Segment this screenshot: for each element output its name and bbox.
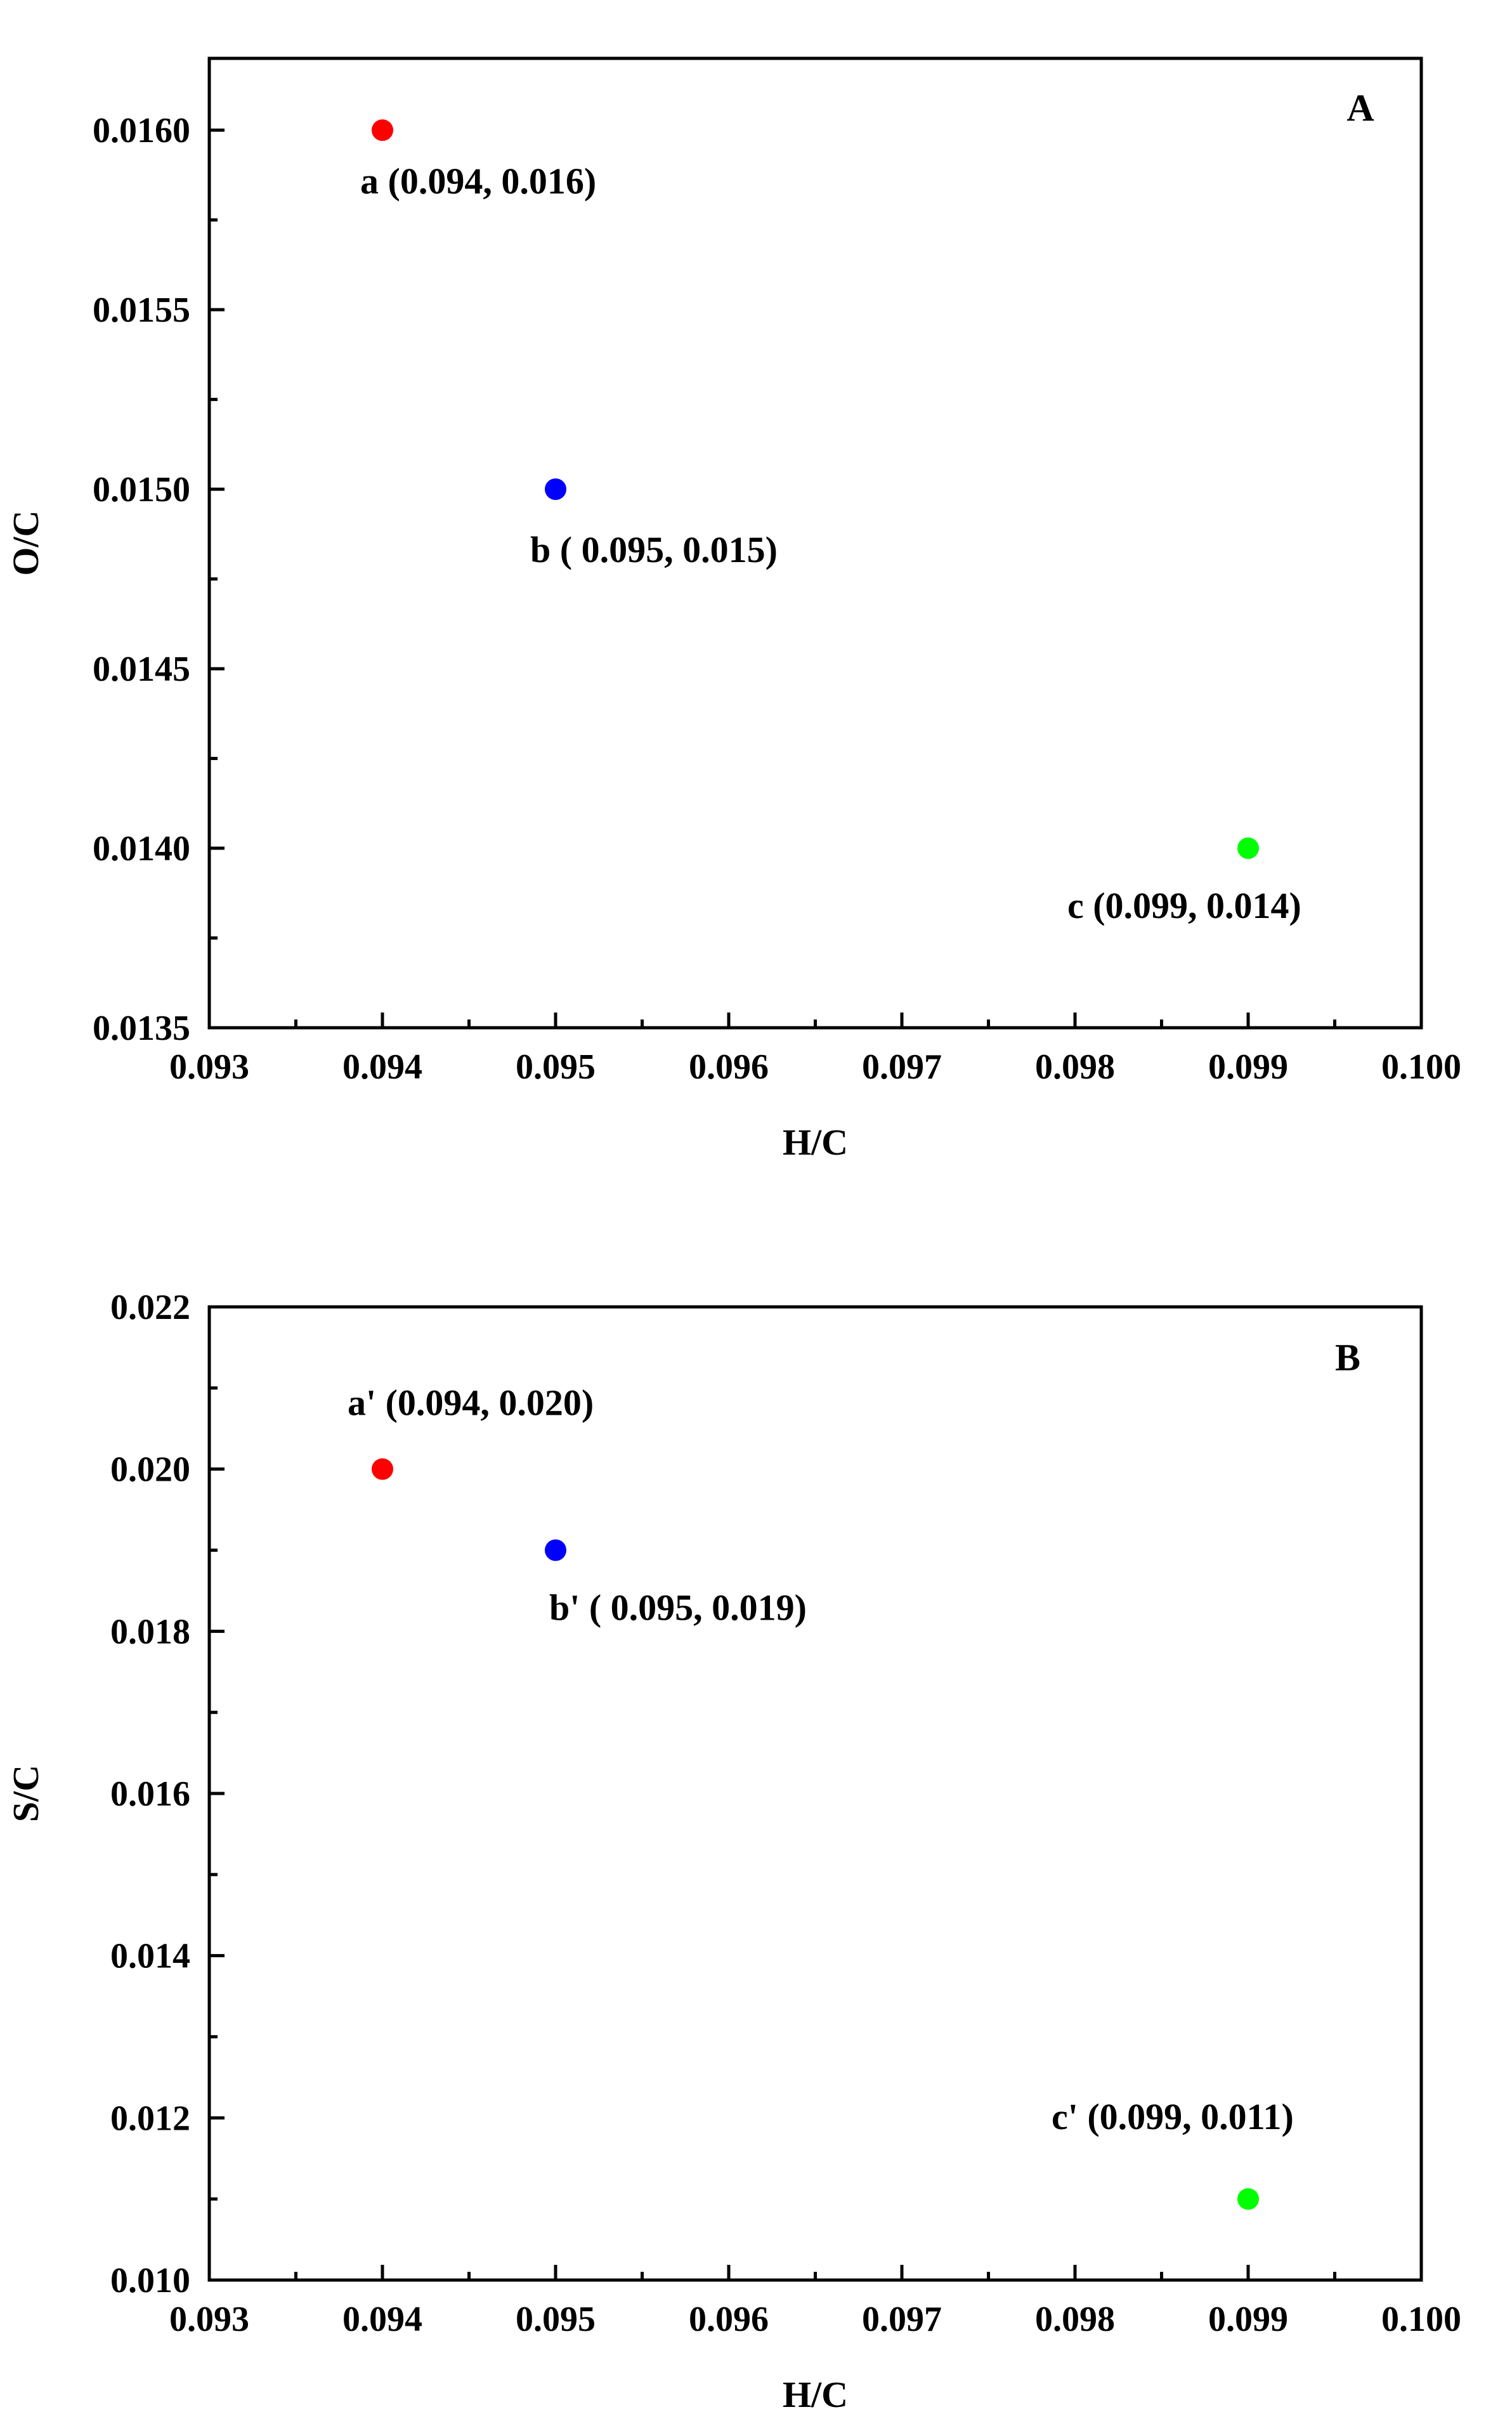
point-label: a (0.094, 0.016): [360, 161, 596, 202]
x-axis-title: H/C: [783, 1122, 848, 1163]
x-tick-label: 0.096: [689, 2300, 769, 2339]
panel-label: B: [1335, 1337, 1360, 1379]
point-label: b ( 0.095, 0.015): [530, 529, 778, 570]
x-tick-label: 0.100: [1381, 1047, 1461, 1087]
y-tick-label: 0.016: [110, 1774, 190, 1814]
y-tick-label: 0.0145: [93, 650, 190, 689]
panel-label: A: [1346, 87, 1374, 129]
point-label: b' ( 0.095, 0.019): [549, 1587, 807, 1629]
x-tick-label: 0.093: [169, 2300, 249, 2339]
data-point: [1237, 2188, 1259, 2210]
x-tick-label: 0.093: [169, 1047, 249, 1087]
panel-b: 0.093 0.094 0.095 0.096 0.097 0.098 0.099 0.100…: [5, 1288, 1461, 2415]
x-tick-label: 0.098: [1035, 2300, 1115, 2339]
y-tick-label: 0.0160: [93, 111, 190, 150]
x-tick-label: 0.095: [516, 2300, 596, 2339]
y-axis-title: S/C: [5, 1765, 46, 1822]
x-axis-title: H/C: [783, 2374, 848, 2415]
x-tick-label: 0.094: [342, 2300, 422, 2339]
data-point: [545, 478, 566, 501]
point-label: a' (0.094, 0.020): [348, 1382, 594, 1424]
y-tick-label: 0.0140: [93, 829, 190, 869]
data-point: [1237, 837, 1259, 860]
y-tick-label: 0.018: [110, 1612, 190, 1651]
point-label: c (0.099, 0.014): [1067, 885, 1301, 926]
y-tick-label: 0.020: [110, 1450, 190, 1490]
data-point: [545, 1539, 566, 1561]
y-tick-label: 0.0155: [93, 291, 190, 330]
y-tick-label: 0.014: [110, 1937, 190, 1976]
y-tick-label: 0.0135: [93, 1009, 190, 1048]
x-tick-label: 0.099: [1208, 1047, 1288, 1087]
x-tick-label: 0.095: [516, 1047, 596, 1087]
y-tick-label: 0.012: [110, 2099, 190, 2138]
y-tick-label: 0.010: [110, 2261, 190, 2300]
x-tick-label: 0.098: [1035, 1047, 1115, 1087]
y-tick-label: 0.0150: [93, 470, 190, 509]
data-point: [372, 1458, 393, 1480]
data-point: [372, 119, 393, 141]
plot-frame: [207, 56, 1423, 1030]
x-tick-label: 0.097: [862, 2300, 942, 2339]
x-tick-label: 0.096: [689, 1047, 769, 1087]
y-tick-label: 0.022: [110, 1288, 190, 1327]
x-tick-label: 0.094: [342, 1047, 422, 1087]
x-tick-label: 0.100: [1381, 2300, 1461, 2339]
y-axis-title: O/C: [5, 510, 46, 575]
panel-a: 0.093 0.094 0.095 0.096 0.097 0.098 0.099 0.100…: [5, 56, 1461, 1163]
x-tick-label: 0.097: [862, 1047, 942, 1087]
point-label: c' (0.099, 0.011): [1052, 2096, 1294, 2137]
x-tick-label: 0.099: [1208, 2300, 1288, 2339]
